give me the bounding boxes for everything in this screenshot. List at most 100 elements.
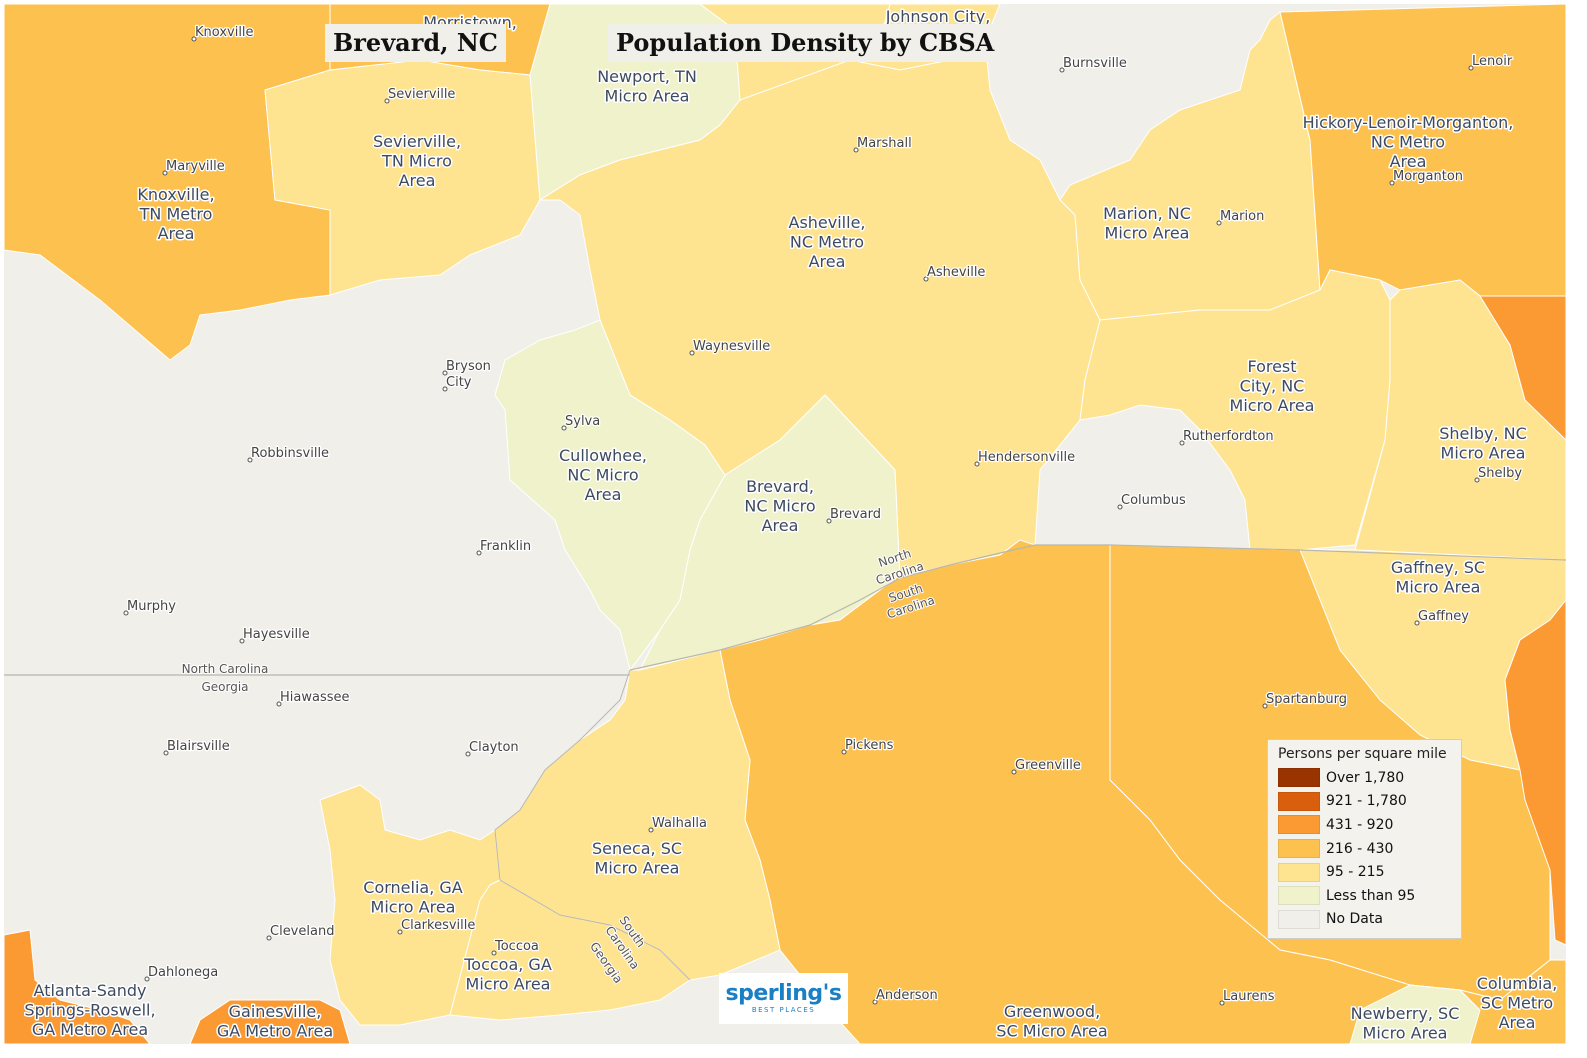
cbsa-area-label-line: NC Metro bbox=[1371, 133, 1445, 152]
city-dot-icon bbox=[266, 935, 272, 941]
city-name-label: Pickens bbox=[845, 738, 894, 753]
city-name-label: Knoxville bbox=[195, 25, 254, 40]
city-name-label: Hendersonville bbox=[978, 450, 1075, 465]
cbsa-area-label-line: NC Micro bbox=[567, 466, 638, 485]
cbsa-area-label: Sevierville, TN Micro Area bbox=[373, 132, 461, 190]
legend-label: 95 - 215 bbox=[1326, 864, 1385, 881]
city-dot-icon bbox=[247, 457, 253, 463]
city-marker: City bbox=[442, 374, 473, 392]
city-name-label: Columbus bbox=[1121, 493, 1186, 508]
cbsa-area-label-line: Newberry, SC bbox=[1351, 1004, 1460, 1023]
city-marker: Robbinsville bbox=[247, 445, 330, 463]
cbsa-area-label-line: Johnson City, bbox=[885, 7, 991, 26]
cbsa-area-label-line: NC Metro bbox=[790, 233, 864, 252]
cbsa-area-label-line: Hickory-Lenoir-Morganton, bbox=[1303, 113, 1514, 132]
city-marker: Shelby bbox=[1474, 465, 1524, 483]
city-marker: Clayton bbox=[465, 739, 520, 757]
city-dot-icon bbox=[1059, 67, 1065, 73]
legend-rows: Over 1,780 921 - 1,780 431 - 920 216 - 430 9… bbox=[1278, 766, 1451, 931]
logo-wordmark: sperling's bbox=[725, 981, 842, 1006]
city-name-label: Anderson bbox=[876, 988, 938, 1003]
city-dot-icon bbox=[826, 518, 832, 524]
cbsa-area-label: Cullowhee, NC Micro Area bbox=[559, 446, 647, 504]
cbsa-area-label: Gainesville, GA Metro Area bbox=[217, 1002, 333, 1041]
cbsa-area-label-line: SC Micro Area bbox=[996, 1022, 1107, 1041]
cbsa-area-label-line: Area bbox=[809, 252, 846, 271]
atlanta-metro-region bbox=[3, 929, 152, 1045]
cbsa-area-label: Gaffney, SC Micro Area bbox=[1391, 558, 1485, 597]
cbsa-area-label: Cornelia, GA Micro Area bbox=[363, 878, 463, 917]
cbsa-area-label: Brevard, NC Micro Area bbox=[744, 477, 815, 535]
city-marker: Clarkesville bbox=[397, 917, 477, 935]
cbsa-area-label-line: Micro Area bbox=[1396, 578, 1481, 597]
cbsa-area-label-line: Brevard, bbox=[746, 477, 814, 496]
city-marker: Greenville bbox=[1011, 757, 1082, 775]
city-dot-icon bbox=[491, 950, 497, 956]
legend-swatch bbox=[1278, 791, 1320, 811]
legend-item: 921 - 1,780 bbox=[1278, 790, 1451, 814]
cullowhee-micro-region bbox=[494, 319, 726, 672]
city-name-label: Greenville bbox=[1015, 758, 1081, 773]
city-marker: Laurens bbox=[1219, 988, 1276, 1006]
sperlings-logo-link[interactable]: sperling's BEST PLACES bbox=[719, 973, 848, 1024]
city-marker: Morganton bbox=[1389, 168, 1464, 186]
cbsa-area-label-line: Gainesville, bbox=[229, 1002, 322, 1021]
map-location-title: Brevard, NC bbox=[325, 24, 506, 62]
city-dot-icon bbox=[1117, 504, 1123, 510]
map-main-title: Population Density by CBSA bbox=[608, 24, 1003, 62]
cbsa-area-label: Newport, TN Micro Area bbox=[597, 67, 697, 106]
city-marker: Pickens bbox=[841, 737, 895, 755]
city-name-label: Hiawassee bbox=[280, 690, 350, 705]
cbsa-area-label-line: Seneca, SC bbox=[592, 839, 682, 858]
city-dot-icon bbox=[276, 701, 282, 707]
state-name-label: North Carolina bbox=[182, 662, 269, 676]
city-marker: Marion bbox=[1216, 208, 1266, 226]
cbsa-area-label-line: Asheville, bbox=[789, 213, 866, 232]
city-dot-icon bbox=[689, 350, 695, 356]
city-name-label: Clayton bbox=[469, 740, 519, 755]
gainesville-metro-region bbox=[189, 999, 351, 1045]
city-dot-icon bbox=[162, 170, 168, 176]
city-dot-icon bbox=[191, 36, 197, 42]
city-name-label: Murphy bbox=[127, 599, 176, 614]
cbsa-area-label: Marion, NC Micro Area bbox=[1103, 204, 1191, 243]
cbsa-area-label: Asheville, NC Metro Area bbox=[789, 213, 866, 271]
city-name-label: Gaffney bbox=[1418, 609, 1469, 624]
cbsa-area-label-line: GA Metro Area bbox=[217, 1022, 333, 1041]
city-marker: Walhalla bbox=[648, 815, 708, 833]
city-marker: Sevierville bbox=[384, 86, 457, 104]
legend-label: 216 - 430 bbox=[1326, 840, 1394, 857]
cbsa-area-label-line: Marion, NC bbox=[1103, 204, 1191, 223]
cbsa-area-label-line: GA Metro Area bbox=[32, 1020, 148, 1039]
city-name-label: Sylva bbox=[565, 414, 600, 429]
cbsa-area-label-line: Springs-Roswell, bbox=[24, 1001, 155, 1020]
legend-swatch bbox=[1278, 768, 1320, 788]
cbsa-area-label: Knoxville, TN Metro Area bbox=[137, 185, 214, 243]
cbsa-area-label-line: TN Micro bbox=[381, 152, 452, 171]
cbsa-area-label-line: Micro Area bbox=[595, 859, 680, 878]
state-name-label: Georgia bbox=[201, 680, 248, 694]
cbsa-area-label-line: Area bbox=[399, 171, 436, 190]
city-dot-icon bbox=[442, 386, 448, 392]
city-name-label: Blairsville bbox=[167, 739, 230, 754]
city-name-label: Walhalla bbox=[652, 816, 707, 831]
legend-item: No Data bbox=[1278, 908, 1451, 932]
city-dot-icon bbox=[853, 147, 859, 153]
city-dot-icon bbox=[561, 425, 567, 431]
legend-label: 431 - 920 bbox=[1326, 816, 1394, 833]
city-name-label: Franklin bbox=[480, 539, 531, 554]
area-labels-group: Knoxville, TN Metro Area Sevierville, TN Mic… bbox=[23, 6, 1559, 1045]
cbsa-area-label-line: City, NC bbox=[1240, 377, 1305, 396]
cbsa-area-label-line: Micro Area bbox=[1441, 444, 1526, 463]
city-marker: Hendersonville bbox=[974, 449, 1076, 467]
east-high-density-region bbox=[1479, 295, 1567, 442]
city-marker: Waynesville bbox=[689, 338, 771, 356]
legend-label: Over 1,780 bbox=[1326, 769, 1405, 786]
city-dot-icon bbox=[476, 550, 482, 556]
legend-swatch bbox=[1278, 839, 1320, 859]
city-name-label: Asheville bbox=[927, 265, 985, 280]
city-marker: Blairsville bbox=[163, 738, 231, 756]
cbsa-area-label-line: Toccoa, GA bbox=[463, 955, 552, 974]
cbsa-area-label-line: Micro Area bbox=[1230, 396, 1315, 415]
